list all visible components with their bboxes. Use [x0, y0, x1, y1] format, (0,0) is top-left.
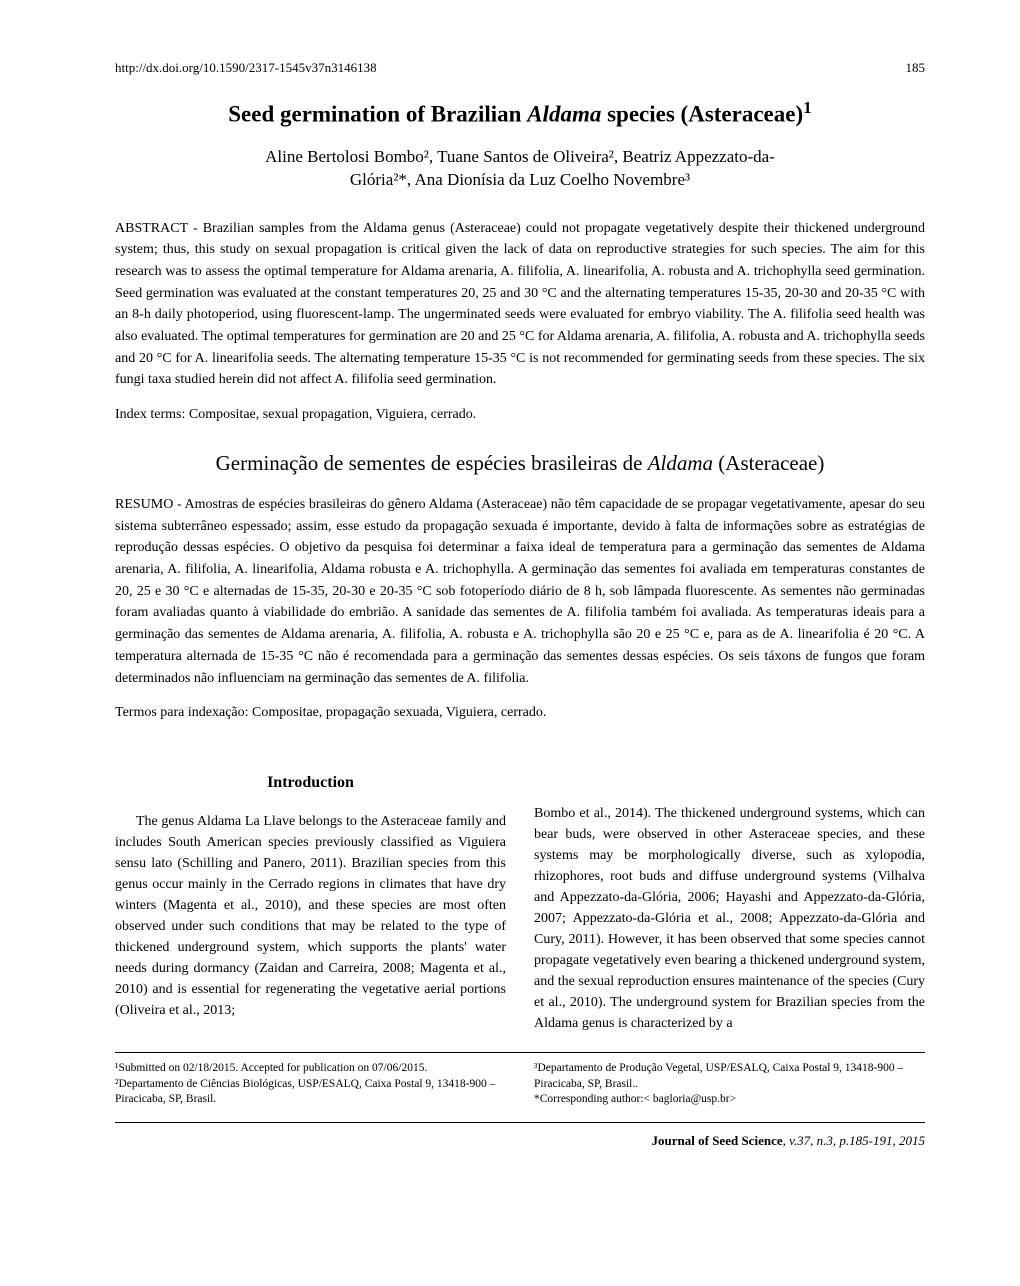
article-subtitle-pt: Germinação de sementes de espécies brasi… — [115, 451, 925, 476]
introduction-heading: Introduction — [115, 771, 506, 795]
title-italic: Aldama — [527, 102, 601, 127]
title-post: species (Asteraceae) — [601, 102, 803, 127]
col2-paragraph: Bombo et al., 2014). The thickened under… — [534, 803, 925, 1034]
journal-footer: Journal of Seed Science, v.37, n.3, p.18… — [115, 1133, 925, 1149]
footnote-4: *Corresponding author:< bagloria@usp.br> — [534, 1092, 925, 1108]
doi-link[interactable]: http://dx.doi.org/10.1590/2317-1545v37n3… — [115, 60, 377, 76]
journal-issue: , v.37, n.3, p.185-191, 2015 — [783, 1133, 925, 1148]
footnote-3: ³Departamento de Produção Vegetal, USP/E… — [534, 1061, 925, 1092]
body-columns: Introduction The genus Aldama La Llave b… — [115, 749, 925, 1034]
resumo-body: Amostras de espécies brasileiras do gêne… — [115, 497, 925, 686]
footnote-2: ²Departamento de Ciências Biológicas, US… — [115, 1077, 506, 1108]
column-left: Introduction The genus Aldama La Llave b… — [115, 749, 506, 1034]
article-title: Seed germination of Brazilian Aldama spe… — [115, 98, 925, 128]
journal-name: Journal of Seed Science — [652, 1133, 783, 1148]
column-right: Bombo et al., 2014). The thickened under… — [534, 749, 925, 1034]
abstract-label: ABSTRACT - — [115, 221, 203, 236]
abstract-en: ABSTRACT - Brazilian samples from the Al… — [115, 218, 925, 392]
subtitle-post: (Asteraceae) — [713, 451, 824, 475]
abstract-body: Brazilian samples from the Aldama genus … — [115, 221, 925, 388]
header-row: http://dx.doi.org/10.1590/2317-1545v37n3… — [115, 60, 925, 76]
title-pre: Seed germination of Brazilian — [228, 102, 527, 127]
subtitle-pre: Germinação de sementes de espécies brasi… — [216, 451, 648, 475]
resumo-label: RESUMO - — [115, 497, 184, 512]
authors-line-2: Glória²*, Ana Dionísia da Luz Coelho Nov… — [350, 170, 690, 189]
col1-paragraph: The genus Aldama La Llave belongs to the… — [115, 811, 506, 1021]
footer-rule — [115, 1122, 925, 1123]
page-number: 185 — [906, 60, 926, 76]
termos-indexacao: Termos para indexação: Compositae, propa… — [115, 705, 925, 721]
authors-block: Aline Bertolosi Bombo², Tuane Santos de … — [115, 146, 925, 192]
subtitle-italic: Aldama — [648, 451, 713, 475]
index-terms: Index terms: Compositae, sexual propagat… — [115, 407, 925, 423]
authors-line-1: Aline Bertolosi Bombo², Tuane Santos de … — [265, 147, 775, 166]
paper-page: http://dx.doi.org/10.1590/2317-1545v37n3… — [0, 0, 1020, 1189]
abstract-pt: RESUMO - Amostras de espécies brasileira… — [115, 494, 925, 689]
footnote-rule — [115, 1052, 925, 1053]
footnote-1: ¹Submitted on 02/18/2015. Accepted for p… — [115, 1061, 506, 1077]
footnote-col-left: ¹Submitted on 02/18/2015. Accepted for p… — [115, 1061, 506, 1108]
title-sup: 1 — [803, 98, 812, 117]
footnote-col-right: ³Departamento de Produção Vegetal, USP/E… — [534, 1061, 925, 1108]
footnotes-row: ¹Submitted on 02/18/2015. Accepted for p… — [115, 1061, 925, 1108]
